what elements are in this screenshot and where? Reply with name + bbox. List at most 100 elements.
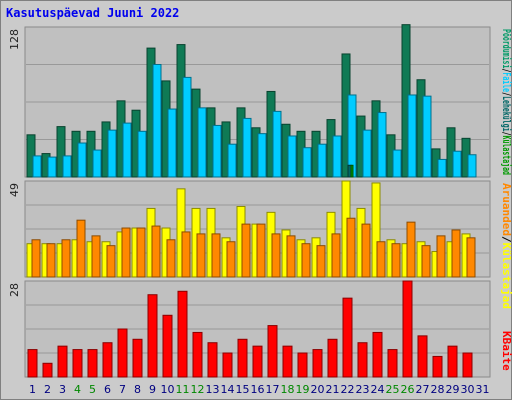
bar-kbaite (432, 355, 443, 378)
bar-kbaite (387, 349, 398, 378)
bar-aruanded (421, 245, 431, 278)
bar-faile (332, 135, 342, 178)
x-tick-label: 2 (44, 383, 51, 396)
bar-kbaite (27, 349, 38, 378)
bar-kbaite (417, 335, 428, 378)
bar-kbaite (237, 338, 248, 378)
x-tick-label: 14 (221, 383, 235, 396)
legend-separator: / (500, 92, 512, 96)
bar-aruanded (46, 243, 56, 278)
bar-kbaite (72, 349, 83, 378)
bar-faile (377, 112, 387, 178)
bar-kbaite (447, 345, 458, 378)
legend-entry: Lehekülgi (500, 96, 512, 132)
bar-kbaite (342, 297, 353, 378)
bar-faile (242, 117, 252, 178)
x-tick-label: 10 (161, 383, 175, 396)
bar-faile (152, 64, 162, 178)
x-tick-label: 8 (134, 383, 141, 396)
bar-aruanded (286, 235, 296, 278)
x-tick-label: 25 (386, 383, 400, 396)
bar-kbaite (372, 331, 383, 378)
x-tick-label: 6 (104, 383, 111, 396)
legend-entry: Külastajad (500, 243, 512, 309)
bar-kbaite (177, 290, 188, 378)
bar-kbaite (147, 294, 158, 378)
bar-faile (287, 135, 297, 178)
bar-faile (257, 133, 267, 178)
bar-kbaite (357, 342, 368, 378)
bar-faile (32, 155, 42, 178)
bar-faile (197, 107, 207, 178)
bar-aruanded (346, 217, 356, 278)
bar-kbaite (42, 362, 53, 378)
bar-faile (317, 143, 327, 178)
bar-aruanded (301, 243, 311, 278)
x-tick-label: 31 (476, 383, 490, 396)
bar-faile (137, 130, 147, 178)
bar-faile (182, 76, 192, 178)
bar-kbaite (327, 338, 338, 378)
legend-top: Pöördumisi/Faile/Lehekülgi/Külastajad (500, 29, 512, 175)
bar-faile (227, 143, 237, 178)
bar-faile (302, 147, 312, 178)
legend-entry: Külastajad (500, 136, 512, 175)
bar-kbaite (207, 342, 218, 378)
bar-aruanded (451, 229, 461, 278)
chart-title: Kasutuspäevad Juuni 2022 (6, 6, 180, 20)
x-tick-label: 7 (119, 383, 126, 396)
bar-kbaite (117, 328, 128, 378)
bar-aruanded (91, 235, 101, 278)
bar-kbaite (162, 314, 173, 378)
bar-kulastajad (371, 182, 381, 278)
x-tick-label: 5 (89, 383, 96, 396)
x-tick-label: 27 (416, 383, 430, 396)
bar-kbaite (87, 349, 98, 378)
x-tick-label: 30 (461, 383, 475, 396)
bar-kbaite (57, 345, 68, 378)
x-tick-label: 24 (371, 383, 385, 396)
legend-bottom: KBaite (500, 331, 512, 371)
x-tick-label: 22 (341, 383, 355, 396)
bar-faile (212, 124, 222, 178)
bar-aruanded (391, 243, 401, 278)
bar-kbaite (222, 352, 233, 378)
legend-entry: KBaite (500, 331, 512, 371)
bar-kbaite (462, 352, 473, 378)
bar-kbaite (297, 352, 308, 378)
bar-faile (122, 122, 132, 178)
legend-separator: / (500, 132, 512, 136)
bar-aruanded (106, 245, 116, 278)
bar-kbaite (192, 331, 203, 378)
bar-aruanded (181, 231, 191, 278)
bar-poordumisi (56, 126, 66, 178)
y-max-label: 49 (8, 183, 21, 197)
bar-kbaite (267, 325, 278, 378)
x-tick-label: 29 (446, 383, 460, 396)
bar-aruanded (376, 241, 386, 278)
legend-separator: / (500, 236, 512, 243)
bar-aruanded (406, 221, 416, 278)
x-tick-label: 21 (326, 383, 340, 396)
bar-faile (392, 149, 402, 178)
x-tick-label: 4 (74, 383, 81, 396)
bar-kbaite (282, 345, 293, 378)
bar-faile (422, 95, 432, 178)
bar-faile (347, 94, 357, 178)
bar-faile (62, 155, 72, 178)
y-max-label: 128 (8, 29, 21, 50)
bar-aruanded (31, 239, 41, 278)
bar-faile (47, 156, 57, 178)
legend-middle: Aruanded/Külastajad (500, 183, 512, 309)
x-tick-label: 3 (59, 383, 66, 396)
bar-faile (77, 142, 87, 178)
x-tick-label: 28 (431, 383, 445, 396)
y-max-label: 28 (8, 283, 21, 297)
bar-aruanded (241, 223, 251, 278)
x-tick-label: 17 (266, 383, 280, 396)
x-tick-label: 1 (29, 383, 36, 396)
bar-aruanded (196, 233, 206, 278)
bar-faile (272, 110, 282, 178)
bar-kulastajad (350, 164, 354, 178)
x-tick-label: 15 (236, 383, 250, 396)
